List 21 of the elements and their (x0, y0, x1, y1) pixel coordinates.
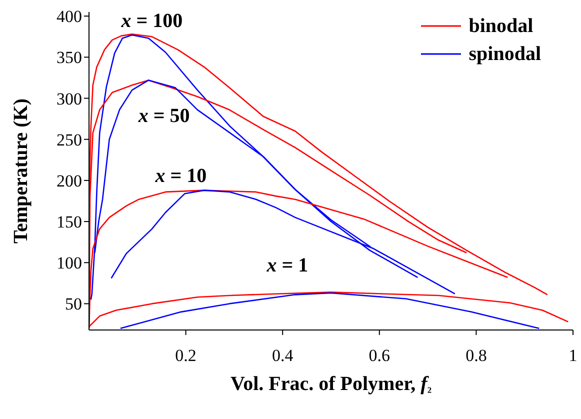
annotation: x = 50 (137, 104, 190, 127)
legend-label: binodal (468, 14, 534, 38)
y-tick-label: 350 (56, 48, 82, 68)
y-tick-label: 150 (56, 212, 82, 232)
x-tick-label: 0.8 (466, 346, 487, 366)
legend-label: spinodal (468, 42, 541, 66)
y-tick-label: 400 (56, 7, 82, 26)
y-tick-label: 50 (65, 294, 82, 314)
y-tick-label: 200 (56, 171, 82, 190)
y-tick-label: 300 (56, 89, 82, 108)
x-tick-label: 1 (568, 346, 578, 366)
y-tick-label: 100 (56, 254, 82, 273)
annotation: x = 100 (120, 9, 183, 32)
y-axis-title: Temperature (K) (10, 98, 32, 244)
x-axis-title: Vol. Frac. of Polymer, f₂ (229, 373, 433, 396)
x-tick-label: 0.6 (368, 346, 390, 366)
annotation: x = 10 (154, 164, 207, 187)
annotation: x = 1 (266, 254, 308, 276)
x-tick-label: 0.2 (175, 346, 196, 366)
x-tick-label: 0.4 (272, 346, 294, 366)
y-tick-label: 250 (56, 130, 82, 150)
